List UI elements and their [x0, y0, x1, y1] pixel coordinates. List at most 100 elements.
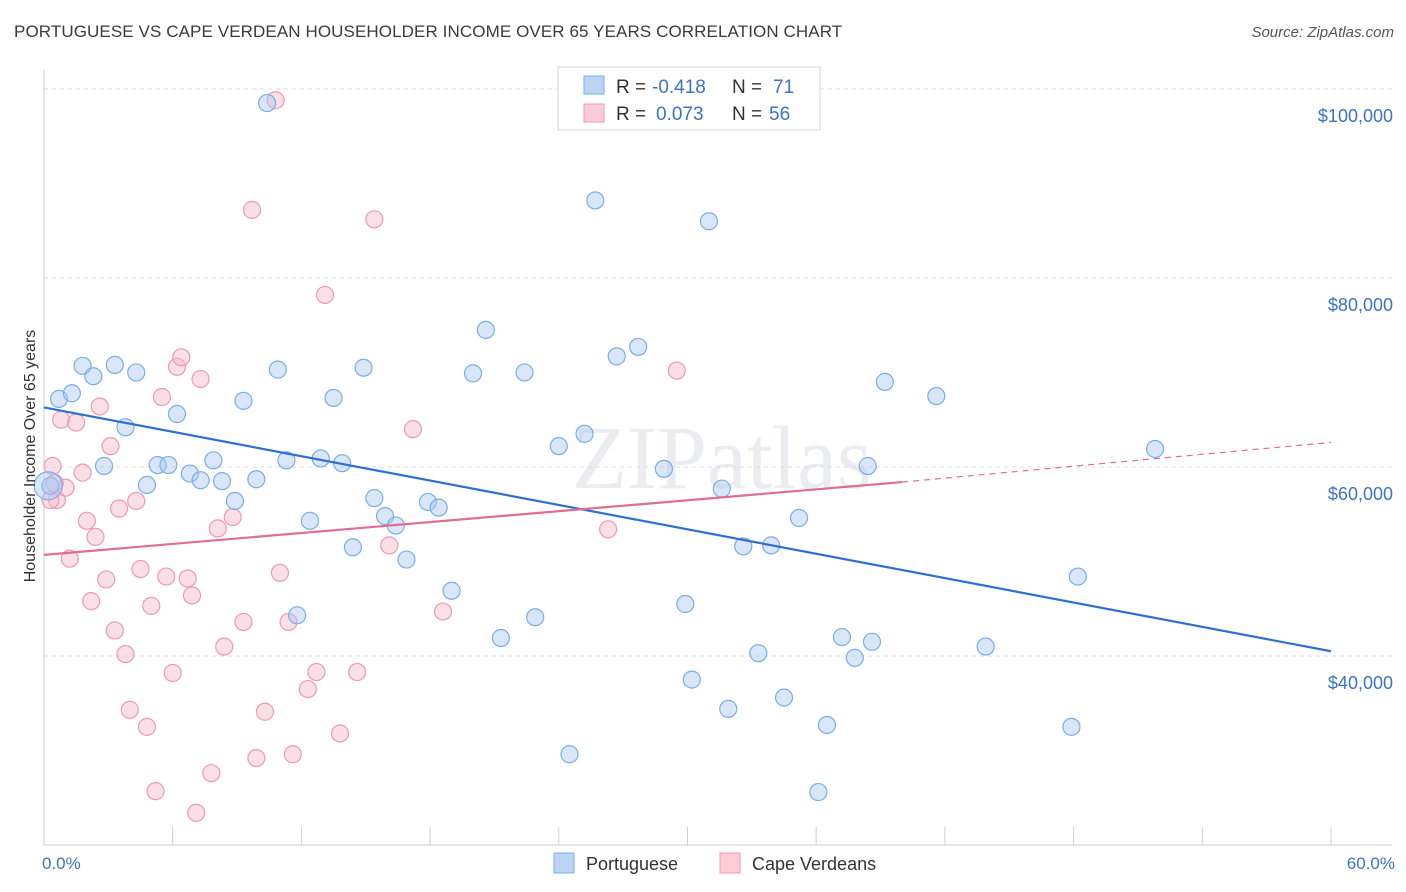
cape-verdeans-point-29	[187, 803, 206, 822]
portuguese-point-21	[268, 360, 287, 379]
cape-verdeans-point-16	[120, 700, 139, 719]
cape-verdeans-point-33	[215, 637, 234, 656]
y-tick-labels: $40,000 $60,000 $80,000 $100,000	[1318, 106, 1393, 693]
y-tick-label-0: $40,000	[1328, 673, 1393, 693]
chart-source: Source: ZipAtlas.com	[1251, 24, 1394, 41]
portuguese-point-62	[845, 648, 864, 667]
chart-title: PORTUGUESE VS CAPE VERDEAN HOUSEHOLDER I…	[14, 22, 843, 41]
portuguese-point-40	[515, 363, 534, 382]
portuguese-point-42	[549, 437, 568, 456]
cape-verdeans-point-25	[167, 357, 187, 376]
portuguese-point-36	[442, 581, 461, 600]
portuguese-point-cluster	[33, 471, 63, 501]
legend-swatch-portuguese	[583, 75, 605, 95]
portuguese-point-6	[105, 355, 124, 374]
portuguese-point-49	[676, 594, 695, 614]
cape-verdeans-point-49	[380, 536, 399, 555]
portuguese-point-70	[1146, 439, 1165, 459]
legend-n-value-2: 56	[769, 104, 790, 125]
portuguese-point-18	[234, 391, 253, 410]
cape-verdeans-point-17	[127, 491, 146, 511]
portuguese-point-12	[167, 404, 187, 424]
portuguese-point-4	[84, 367, 103, 386]
portuguese-point-60	[817, 715, 837, 735]
portuguese-point-19	[247, 470, 266, 489]
cape-verdeans-point-22	[152, 387, 172, 407]
portuguese-point-67	[976, 637, 995, 656]
cape-verdeans-point-26	[172, 348, 191, 367]
cape-verdeans-point-50	[403, 420, 423, 439]
cape-verdeans-point-14	[109, 499, 129, 518]
portuguese-point-65	[875, 372, 894, 391]
portuguese-point-24	[300, 511, 320, 530]
y-tick-label-3: $100,000	[1318, 106, 1393, 126]
y-tick-label-2: $80,000	[1328, 295, 1393, 315]
cape-verdeans-point-45	[315, 285, 335, 305]
portuguese-point-50	[682, 670, 701, 689]
cape-verdeans-point-42	[283, 745, 302, 764]
cape-verdeans-point-21	[146, 782, 165, 801]
trend-lines	[43, 406, 1332, 653]
portuguese-point-64	[862, 632, 882, 651]
portuguese-point-2	[62, 384, 81, 403]
cape-verdeans-point-8	[82, 592, 101, 611]
legend-n-label-1: N =	[732, 77, 762, 98]
portuguese-point-35	[429, 498, 448, 517]
cape-verdeans-point-46	[330, 724, 350, 743]
cape-verdeans-point-43	[298, 679, 317, 699]
portuguese-point-48	[654, 459, 674, 478]
portuguese-point-53	[719, 699, 738, 719]
portuguese-point-51	[699, 212, 719, 231]
cape-verdeans-point-20	[142, 596, 161, 615]
portuguese-point-33	[397, 550, 416, 569]
x-tick-label-min: 0.0%	[42, 854, 81, 873]
cape-verdeans-point-48	[365, 210, 384, 229]
cape-verdeans-point-13	[105, 621, 124, 640]
portuguese-point-58	[789, 508, 809, 528]
bottom-legend: Portuguese Cape Verdeans	[553, 852, 876, 874]
cape-verdeans-point-2	[52, 410, 71, 429]
cape-verdeans-point-11	[97, 570, 116, 589]
cape-verdeans-point-23	[157, 567, 176, 586]
cape-verdeans-point-31	[202, 764, 221, 783]
portuguese-point-16	[212, 472, 232, 491]
cape-verdeans-point-9	[86, 527, 105, 546]
cape-verdeans-point-15	[116, 644, 135, 664]
portuguese-point-0	[41, 476, 60, 495]
portuguese-points	[33, 93, 1165, 802]
portuguese-point-5	[94, 456, 114, 476]
legend-n-label-2: N =	[732, 104, 762, 125]
portuguese-point-8	[127, 363, 146, 382]
cape-verdeans-point-34	[223, 507, 242, 527]
portuguese-point-66	[927, 386, 946, 406]
y-tick-label-1: $60,000	[1328, 484, 1393, 504]
cape-verdeans-point-35	[234, 612, 253, 632]
cape-verdeans-trend-line	[43, 480, 903, 556]
cape-verdeans-point-19	[137, 717, 157, 736]
cape-verdeans-point-24	[163, 663, 182, 683]
portuguese-point-15	[204, 451, 223, 470]
portuguese-point-29	[354, 358, 373, 377]
portuguese-point-10	[148, 455, 167, 475]
cape-verdeans-point-44	[307, 662, 326, 682]
portuguese-point-30	[365, 489, 384, 508]
legend-n-value-1: 71	[773, 77, 794, 98]
cape-verdeans-trend-extension	[901, 441, 1332, 483]
cape-verdeans-point-28	[182, 586, 202, 605]
portuguese-point-45	[586, 191, 605, 210]
cape-verdeans-point-6	[73, 463, 92, 482]
portuguese-point-17	[225, 491, 245, 511]
cape-verdeans-point-5	[67, 413, 86, 432]
portuguese-point-23	[288, 606, 307, 625]
cape-verdeans-point-53	[667, 361, 686, 380]
portuguese-point-59	[809, 782, 828, 802]
portuguese-point-9	[137, 475, 157, 495]
cape-verdeans-point-30	[191, 369, 210, 389]
cape-verdeans-point-12	[101, 437, 120, 456]
portuguese-point-28	[343, 538, 362, 557]
portuguese-point-39	[491, 628, 510, 648]
cape-verdeans-point-32	[208, 519, 227, 538]
legend-r-value-1: -0.418	[652, 77, 706, 98]
portuguese-point-46	[607, 347, 626, 366]
bottom-legend-portuguese: Portuguese	[586, 854, 678, 874]
